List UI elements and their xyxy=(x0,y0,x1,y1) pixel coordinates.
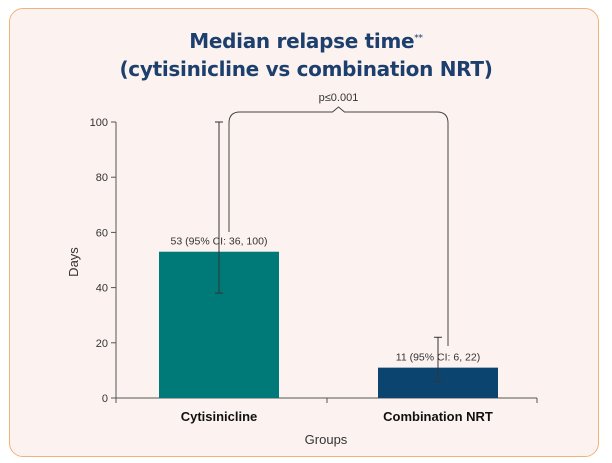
x-tick-label: Cytisinicline xyxy=(181,409,258,424)
y-tick-label: 0 xyxy=(102,393,108,405)
y-tick-label: 100 xyxy=(90,117,108,129)
chart-title-line2: (cytisinicline vs combination NRT) xyxy=(119,57,493,81)
x-tick-label: Combination NRT xyxy=(383,409,493,424)
data-label-2: 11 (95% CI: 6, 22) xyxy=(396,352,480,364)
significance-bracket xyxy=(228,106,449,346)
significance-label: p≤0.001 xyxy=(319,92,359,104)
title-superscript: ** xyxy=(414,33,423,44)
y-tick-label: 40 xyxy=(96,283,108,295)
chart-card xyxy=(9,8,599,457)
chart-title-line1: Median relapse time** xyxy=(189,29,423,53)
y-tick-label: 20 xyxy=(96,338,108,350)
y-axis-label: Days xyxy=(66,247,81,277)
x-axis-label: Groups xyxy=(305,432,348,447)
data-label-1: 53 (95% CI: 36, 100) xyxy=(171,236,268,248)
y-tick-label: 80 xyxy=(96,172,108,184)
y-tick-label: 60 xyxy=(96,227,108,239)
